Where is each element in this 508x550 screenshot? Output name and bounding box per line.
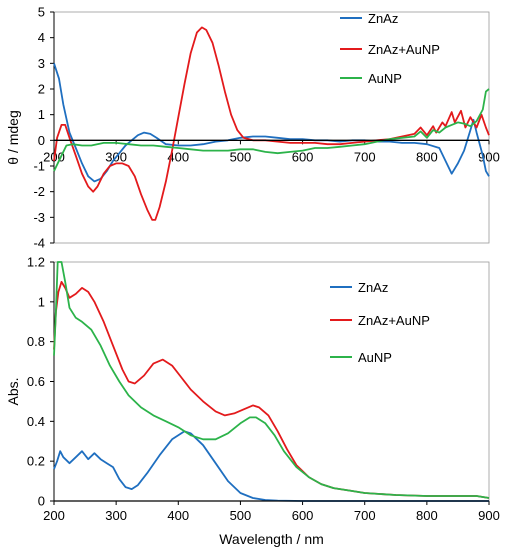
legend-label: ZnAz	[368, 11, 398, 26]
y-tick-label: -2	[33, 184, 45, 199]
y-axis-label: Abs.	[5, 377, 21, 405]
y-tick-label: 1	[38, 294, 45, 309]
x-tick-label: 800	[416, 149, 438, 164]
legend-label: ZnAz	[358, 280, 388, 295]
legend-label: AuNP	[368, 71, 402, 86]
x-axis-label: Wavelength / nm	[219, 531, 324, 547]
y-tick-label: 4	[38, 30, 45, 45]
x-tick-label: 700	[354, 508, 376, 523]
y-tick-label: 3	[38, 56, 45, 71]
x-tick-label: 900	[478, 508, 500, 523]
y-tick-label: -3	[33, 210, 45, 225]
y-tick-label: 0	[38, 133, 45, 148]
y-tick-label: 0	[38, 494, 45, 509]
x-tick-label: 600	[292, 508, 314, 523]
y-axis-label: θ / mdeg	[5, 110, 21, 164]
y-tick-label: 0.6	[27, 374, 45, 389]
x-tick-label: 500	[230, 508, 252, 523]
absorbance-spectrum-panel: 0 0.2 0.4 0.6 0.8 1 1.2 200 300 400 500 600 700 800 90…	[5, 255, 500, 548]
y-tick-label: 0.4	[27, 414, 45, 429]
y-tick-label: 1	[38, 107, 45, 122]
y-tick-label: -4	[33, 236, 45, 251]
y-tick-label: 0.8	[27, 334, 45, 349]
series-line-znaz	[54, 431, 489, 501]
y-tick-label: 0.2	[27, 454, 45, 469]
legend-label: ZnAz+AuNP	[358, 313, 430, 328]
series-line-aunp	[54, 262, 489, 498]
x-tick-label: 800	[416, 508, 438, 523]
legend-label: AuNP	[358, 350, 392, 365]
x-tick-label: 400	[167, 508, 189, 523]
x-tick-label: 500	[230, 149, 252, 164]
y-tick-label: 2	[38, 82, 45, 97]
legend-label: ZnAz+AuNP	[368, 42, 440, 57]
x-tick-label: 300	[105, 508, 127, 523]
x-tick-label: 700	[354, 149, 376, 164]
x-tick-label: 200	[43, 508, 65, 523]
y-tick-label: 1.2	[27, 255, 45, 270]
y-tick-label: 5	[38, 5, 45, 20]
